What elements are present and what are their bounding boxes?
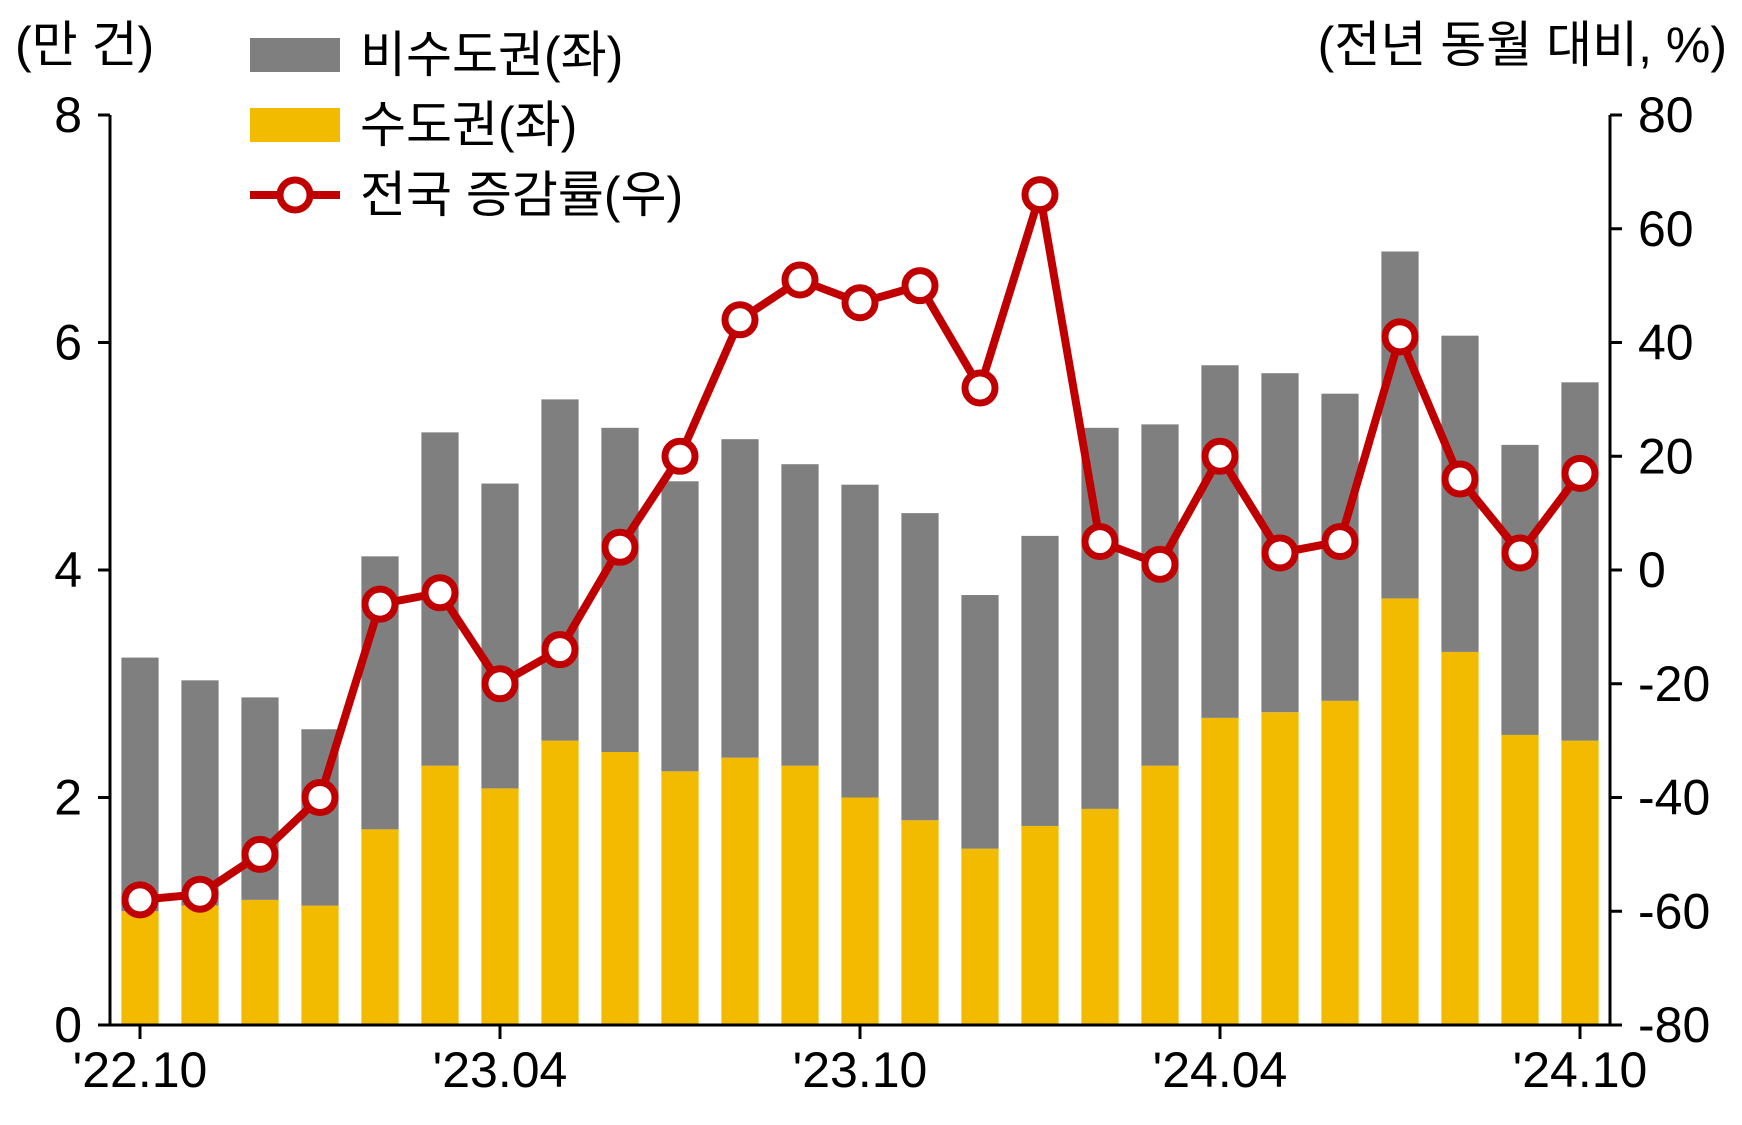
bar-capital bbox=[241, 900, 278, 1025]
bar-capital bbox=[901, 820, 938, 1025]
bar-capital bbox=[661, 771, 698, 1025]
growth-marker bbox=[185, 879, 215, 909]
growth-marker bbox=[665, 441, 695, 471]
bar-noncapital bbox=[841, 485, 878, 798]
y2-tick-label: 40 bbox=[1638, 315, 1694, 371]
growth-marker bbox=[545, 635, 575, 665]
bar-capital bbox=[781, 766, 818, 1025]
bar-capital bbox=[721, 758, 758, 1025]
y1-tick-label: 2 bbox=[54, 770, 82, 826]
bar-capital bbox=[1141, 766, 1178, 1025]
growth-marker bbox=[365, 589, 395, 619]
chart-container: 02468-80-60-40-20020406080'22.10'23.04'2… bbox=[0, 0, 1742, 1125]
growth-marker bbox=[725, 305, 755, 335]
bar-capital bbox=[1201, 718, 1238, 1025]
bar-capital bbox=[1381, 598, 1418, 1025]
bar-noncapital bbox=[781, 464, 818, 765]
legend-swatch bbox=[250, 38, 340, 72]
growth-marker bbox=[1565, 458, 1595, 488]
legend-marker-icon bbox=[280, 180, 310, 210]
legend-swatch bbox=[250, 108, 340, 142]
bar-noncapital bbox=[661, 481, 698, 771]
growth-marker bbox=[965, 373, 995, 403]
growth-marker bbox=[1085, 527, 1115, 557]
bar-noncapital bbox=[1141, 424, 1178, 765]
growth-marker bbox=[905, 271, 935, 301]
legend-label: 비수도권(좌) bbox=[360, 27, 623, 83]
y2-tick-label: -80 bbox=[1638, 997, 1710, 1053]
y1-axis-title: (만 건) bbox=[15, 17, 154, 73]
x-tick-label: '24.10 bbox=[1513, 1042, 1648, 1098]
bar-noncapital bbox=[1201, 365, 1238, 718]
bar-noncapital bbox=[121, 658, 158, 912]
growth-marker bbox=[1205, 441, 1235, 471]
bar-capital bbox=[961, 849, 998, 1025]
growth-marker bbox=[1145, 549, 1175, 579]
growth-marker bbox=[1385, 322, 1415, 352]
legend-label: 전국 증감률(우) bbox=[360, 167, 683, 223]
x-tick-label: '24.04 bbox=[1153, 1042, 1288, 1098]
bar-noncapital bbox=[601, 428, 638, 752]
y1-tick-label: 4 bbox=[54, 542, 82, 598]
y2-tick-label: 0 bbox=[1638, 542, 1666, 598]
y2-tick-label: -60 bbox=[1638, 883, 1710, 939]
growth-marker bbox=[425, 578, 455, 608]
bar-capital bbox=[1261, 712, 1298, 1025]
y2-tick-label: -20 bbox=[1638, 656, 1710, 712]
growth-marker bbox=[485, 669, 515, 699]
growth-marker bbox=[605, 532, 635, 562]
growth-marker bbox=[845, 288, 875, 318]
bar-noncapital bbox=[961, 595, 998, 849]
bar-noncapital bbox=[1381, 252, 1418, 599]
bar-capital bbox=[1561, 741, 1598, 1025]
bar-noncapital bbox=[1021, 536, 1058, 826]
growth-marker bbox=[1025, 180, 1055, 210]
growth-marker bbox=[245, 839, 275, 869]
bar-capital bbox=[841, 798, 878, 1026]
bar-capital bbox=[1441, 652, 1478, 1025]
bar-noncapital bbox=[721, 439, 758, 758]
growth-marker bbox=[125, 885, 155, 915]
y2-tick-label: 60 bbox=[1638, 201, 1694, 257]
y2-tick-label: 20 bbox=[1638, 428, 1694, 484]
bar-capital bbox=[421, 766, 458, 1025]
y2-tick-label: 80 bbox=[1638, 87, 1694, 143]
x-tick-label: '22.10 bbox=[73, 1042, 208, 1098]
growth-marker bbox=[1445, 464, 1475, 494]
y2-tick-label: -40 bbox=[1638, 770, 1710, 826]
legend-label: 수도권(좌) bbox=[360, 97, 577, 153]
growth-marker bbox=[305, 783, 335, 813]
y1-tick-label: 8 bbox=[54, 87, 82, 143]
bar-capital bbox=[121, 911, 158, 1025]
bar-capital bbox=[601, 752, 638, 1025]
growth-marker bbox=[785, 265, 815, 295]
bar-capital bbox=[1501, 735, 1538, 1025]
growth-marker bbox=[1265, 538, 1295, 568]
bar-capital bbox=[1021, 826, 1058, 1025]
y2-axis-title: (전년 동월 대비, %) bbox=[1318, 17, 1727, 73]
growth-marker bbox=[1505, 538, 1535, 568]
x-tick-label: '23.04 bbox=[433, 1042, 568, 1098]
bar-capital bbox=[1081, 809, 1118, 1025]
bar-capital bbox=[181, 906, 218, 1025]
growth-marker bbox=[1325, 527, 1355, 557]
x-tick-label: '23.10 bbox=[793, 1042, 928, 1098]
bar-noncapital bbox=[481, 484, 518, 789]
bar-capital bbox=[301, 906, 338, 1025]
bar-noncapital bbox=[181, 680, 218, 905]
bar-capital bbox=[481, 788, 518, 1025]
bar-noncapital bbox=[901, 513, 938, 820]
y1-tick-label: 6 bbox=[54, 315, 82, 371]
bar-capital bbox=[541, 741, 578, 1025]
bar-noncapital bbox=[541, 399, 578, 740]
bar-capital bbox=[1321, 701, 1358, 1025]
bar-capital bbox=[361, 829, 398, 1025]
bar-noncapital bbox=[1501, 445, 1538, 735]
bar-noncapital bbox=[1561, 382, 1598, 740]
